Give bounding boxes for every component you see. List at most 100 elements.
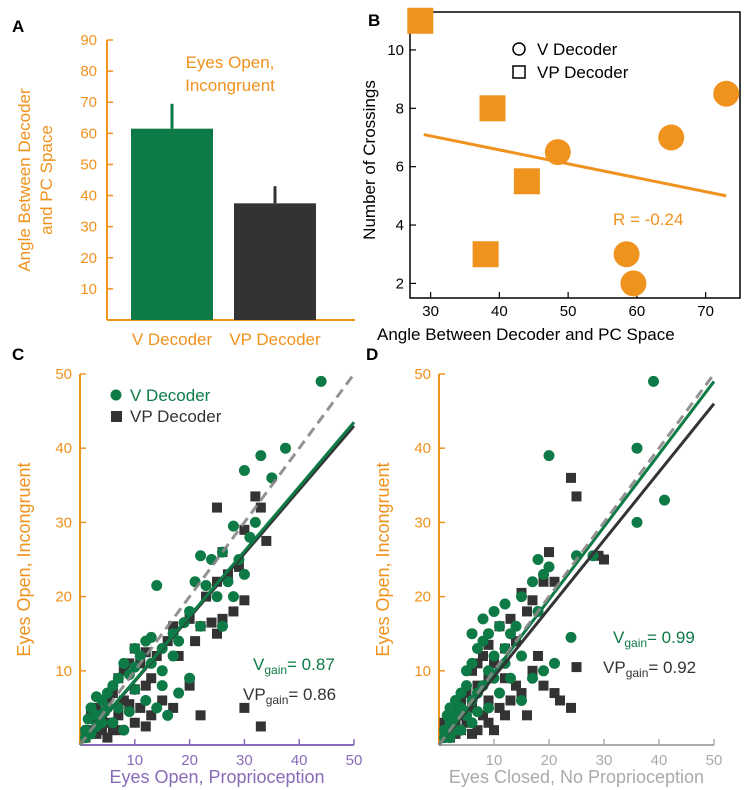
point-vp-decoder — [571, 662, 582, 673]
point-vp-decoder — [140, 680, 151, 691]
point-v-decoder — [107, 717, 119, 729]
point-v-decoder — [315, 375, 327, 387]
y-tick-label: 80 — [80, 63, 97, 80]
point-vp-decoder — [483, 717, 494, 728]
x-tick-label: 40 — [291, 752, 308, 769]
vp-gain-annotation: VPgain= 0.86 — [243, 685, 336, 707]
point-v-decoder — [483, 702, 494, 714]
panel-label-c: C — [12, 345, 24, 364]
panel-label-b: B — [368, 11, 380, 30]
point-v-decoder — [140, 694, 152, 706]
point-vp-decoder — [190, 636, 201, 647]
point-vp-decoder — [217, 613, 228, 624]
point-v-decoder — [538, 665, 549, 677]
point-v-decoder — [167, 650, 179, 662]
point-vp-decoder — [494, 702, 505, 713]
legend-v-decoder: V Decoder — [130, 386, 211, 405]
x-tick-label: 10 — [486, 752, 503, 769]
point-vp-decoder — [239, 524, 250, 535]
point-v-decoder — [494, 620, 505, 632]
point-vp-decoder — [571, 491, 582, 502]
point-vp-decoder — [555, 695, 565, 706]
point-vp-decoder — [146, 710, 157, 721]
y-tick-label: 10 — [414, 663, 431, 680]
legend-square-marker — [512, 65, 526, 79]
point-v-decoder — [151, 579, 163, 591]
point-v-decoder — [631, 442, 643, 454]
panel-label-d: D — [366, 345, 378, 364]
point-vp-decoder — [157, 695, 168, 706]
point-vp-decoder — [483, 695, 494, 706]
y-tick-label: 70 — [80, 94, 97, 111]
point-vp-decoder — [233, 561, 244, 572]
point-v-decoder — [505, 672, 516, 684]
legend-circle-marker — [512, 42, 526, 56]
point-vp-decoder — [206, 617, 217, 628]
point-v-decoder — [466, 717, 478, 729]
point-v-decoder — [238, 568, 250, 580]
point-vp-decoder — [124, 699, 135, 710]
point-v-decoder — [532, 554, 544, 565]
point-v-decoder — [620, 270, 647, 297]
y-tick-label: 50 — [80, 156, 97, 173]
y-tick-label: 6 — [396, 159, 404, 176]
point-v-decoder — [472, 706, 483, 718]
point-vp-decoder — [140, 647, 151, 658]
point-vp-decoder — [472, 725, 483, 736]
point-vp-decoder — [239, 595, 250, 606]
point-v-decoder — [516, 591, 527, 603]
x-tick-label: V Decoder — [132, 330, 213, 349]
point-v-decoder — [658, 124, 685, 151]
point-vp-decoder — [407, 7, 434, 34]
point-vp-decoder — [113, 710, 124, 721]
point-v-decoder — [227, 520, 239, 532]
point-v-decoder — [82, 713, 94, 725]
x-tick-label: 40 — [491, 303, 508, 320]
y-tick-label: 10 — [387, 42, 404, 59]
bar — [234, 203, 316, 320]
point-vp-decoder — [538, 680, 549, 691]
point-vp-decoder — [478, 710, 488, 721]
y-tick-label: 10 — [55, 663, 72, 680]
point-v-decoder — [249, 516, 261, 528]
point-v-decoder — [184, 672, 196, 684]
x-axis-label: Eyes Open, Proprioception — [109, 767, 324, 787]
point-v-decoder — [461, 665, 472, 677]
bar — [131, 128, 213, 320]
correlation-annotation: R = -0.24 — [613, 210, 683, 229]
regression-line — [423, 133, 727, 198]
point-vp-decoder — [102, 732, 113, 743]
point-vp-decoder — [549, 688, 560, 699]
point-vp-decoder — [483, 639, 494, 650]
point-vp-decoder — [527, 665, 538, 676]
point-v-decoder — [222, 576, 234, 588]
point-v-decoder — [549, 657, 560, 669]
legend-vp-decoder: VP Decoder — [130, 407, 222, 426]
point-v-decoder — [227, 591, 239, 603]
point-v-decoder — [631, 516, 643, 528]
y-tick-label: 8 — [396, 100, 404, 117]
legend-v-decoder-marker — [110, 389, 122, 401]
point-v-decoder — [216, 620, 228, 632]
point-v-decoder — [151, 702, 163, 714]
point-vp-decoder — [549, 576, 560, 587]
point-vp-decoder — [527, 595, 538, 606]
point-v-decoder — [488, 605, 500, 617]
v-decoder-fit-line — [437, 380, 716, 746]
point-vp-decoder — [599, 554, 609, 565]
legend-vp-decoder-marker — [111, 411, 122, 422]
point-v-decoder — [118, 724, 130, 736]
point-v-decoder — [527, 672, 538, 684]
point-v-decoder — [173, 635, 185, 647]
point-vp-decoder — [511, 680, 521, 691]
v-gain-annotation: Vgain= 0.99 — [613, 628, 695, 650]
point-vp-decoder — [239, 702, 250, 713]
point-v-decoder — [140, 635, 152, 647]
x-tick-label: 50 — [706, 752, 723, 769]
point-v-decoder — [659, 494, 670, 506]
point-vp-decoder — [467, 728, 477, 739]
point-v-decoder — [156, 665, 168, 677]
point-v-decoder — [472, 643, 483, 655]
x-axis-label: Angle Between Decoder and PC Space — [377, 325, 675, 344]
